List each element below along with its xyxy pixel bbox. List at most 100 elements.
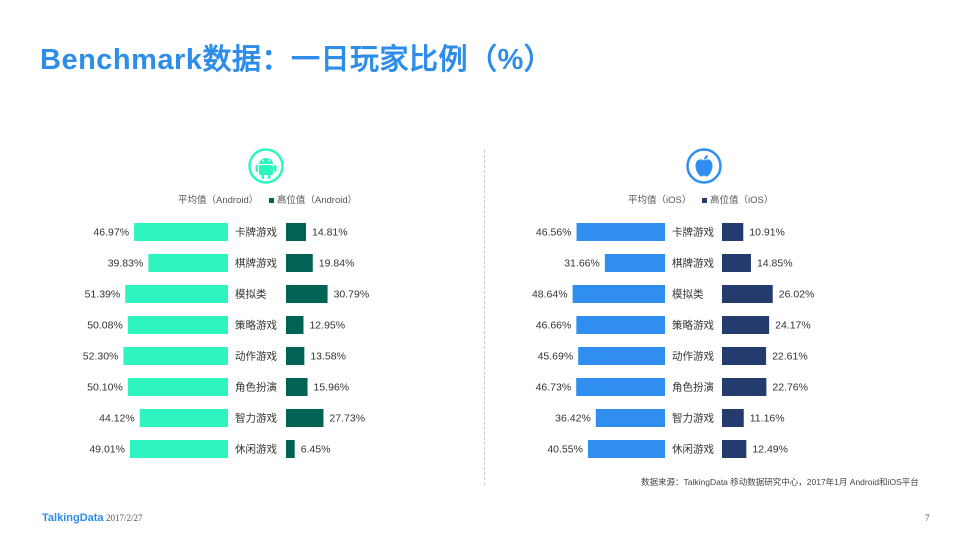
- bar-label-average: 52.30%: [83, 351, 119, 363]
- legend-swatch: [268, 197, 274, 203]
- bar-average: [127, 378, 228, 396]
- bar-average: [576, 378, 665, 396]
- legend-label: 高位值（Android）: [276, 195, 358, 206]
- bar-label-average: 46.73%: [536, 382, 572, 394]
- bar-high: [722, 347, 767, 365]
- bar-label-high: 10.91%: [749, 227, 785, 239]
- bar-average: [123, 347, 228, 365]
- panel-divider: [484, 150, 485, 485]
- bar-average: [134, 223, 228, 241]
- bar-high: [286, 409, 324, 427]
- bar-average: [576, 223, 665, 241]
- bar-average: [139, 409, 228, 427]
- bar-high: [286, 285, 328, 303]
- category-label: 卡牌游戏: [672, 226, 714, 239]
- legend-item-average: 平均值（iOS）: [628, 192, 691, 206]
- bar-label-average: 46.56%: [536, 227, 572, 239]
- bar-average: [576, 316, 665, 334]
- category-label: 休闲游戏: [235, 443, 277, 456]
- bar-high: [722, 223, 744, 241]
- ios-bar-chart: 46.56% 卡牌游戏 10.91% 31.66% 棋牌游戏 14.85% 48.64% 模拟…: [532, 223, 815, 458]
- legend-swatch: [701, 197, 707, 203]
- bar-average: [595, 409, 665, 427]
- bar-average: [127, 316, 228, 334]
- bar-average: [125, 285, 228, 303]
- bar-label-high: 6.45%: [301, 444, 331, 456]
- bar-label-high: 14.81%: [312, 227, 348, 239]
- bar-label-average: 49.01%: [89, 444, 125, 456]
- bar-label-high: 15.96%: [314, 382, 350, 394]
- category-label: 动作游戏: [672, 350, 714, 363]
- legend-item-high: 高位值（iOS）: [701, 192, 774, 206]
- bar-high: [286, 378, 308, 396]
- bar-label-average: 50.10%: [87, 382, 123, 394]
- bar-label-high: 27.73%: [329, 413, 365, 425]
- bar-label-high: 19.84%: [319, 258, 355, 270]
- category-label: 智力游戏: [235, 412, 277, 425]
- category-label: 休闲游戏: [672, 443, 714, 456]
- bar-label-high: 12.95%: [309, 320, 345, 332]
- footer-date: 2017/2/27: [106, 513, 143, 523]
- category-label: 棋牌游戏: [235, 257, 277, 270]
- bar-average: [148, 254, 228, 272]
- bar-label-high: 12.49%: [752, 444, 788, 456]
- bar-label-average: 46.97%: [93, 227, 129, 239]
- bar-label-average: 44.12%: [99, 413, 135, 425]
- bar-high: [722, 378, 767, 396]
- legend-item-average: 平均值（Android）: [178, 192, 258, 206]
- ios-panel: 平均值（iOS） 高位值（iOS） 46.56% 卡牌游戏 10.91% 31.66%…: [480, 140, 950, 480]
- bar-label-high: 14.85%: [757, 258, 793, 270]
- android-bar-chart: 46.97% 卡牌游戏 14.81% 39.83% 棋牌游戏 19.84% 51.39% 模拟…: [83, 223, 370, 458]
- bar-label-high: 30.79%: [334, 289, 370, 301]
- bar-label-average: 40.55%: [547, 444, 583, 456]
- bar-label-high: 22.76%: [772, 382, 808, 394]
- category-label: 模拟类: [672, 288, 704, 301]
- bar-high: [286, 254, 313, 272]
- category-label: 策略游戏: [672, 319, 714, 332]
- bar-average: [129, 440, 228, 458]
- category-label: 角色扮演: [235, 381, 277, 394]
- bar-label-average: 51.39%: [85, 289, 121, 301]
- legend-label: 平均值（Android）: [178, 195, 259, 206]
- bar-high: [722, 254, 751, 272]
- category-label: 模拟类: [235, 288, 267, 301]
- bar-average: [587, 440, 665, 458]
- category-label: 策略游戏: [235, 319, 277, 332]
- bar-label-high: 22.61%: [772, 351, 808, 363]
- category-label: 智力游戏: [672, 412, 714, 425]
- bar-label-average: 48.64%: [532, 289, 568, 301]
- bar-average: [572, 285, 665, 303]
- android-panel: 平均值（Android） 高位值（Android） 46.97% 卡牌游戏 14.8…: [10, 140, 480, 480]
- page-number: 7: [925, 513, 930, 523]
- bar-label-average: 39.83%: [108, 258, 144, 270]
- page-title: Benchmark数据：一日玩家比例（%）: [40, 44, 554, 76]
- bar-high: [722, 285, 773, 303]
- bar-high: [286, 316, 304, 334]
- bar-label-high: 26.02%: [779, 289, 815, 301]
- legend-label: 平均值（iOS）: [628, 195, 692, 206]
- bar-high: [286, 440, 295, 458]
- legend-label: 高位值（iOS）: [709, 195, 774, 206]
- category-label: 动作游戏: [235, 350, 277, 363]
- data-source-note: 数据来源：TalkingData 移动数据研究中心，2017年1月 Androi…: [641, 477, 919, 487]
- footer-logo: TalkingData: [42, 512, 104, 524]
- category-label: 棋牌游戏: [672, 257, 714, 270]
- bar-label-average: 45.69%: [538, 351, 574, 363]
- apple-icon: [686, 148, 722, 184]
- bar-high: [286, 223, 306, 241]
- bar-label-high: 24.17%: [775, 320, 811, 332]
- android-legend: 平均值（Android） 高位值（Android）: [178, 192, 365, 206]
- bar-high: [722, 316, 770, 334]
- bar-label-average: 31.66%: [564, 258, 600, 270]
- bar-label-average: 50.08%: [87, 320, 123, 332]
- android-icon: [248, 148, 284, 184]
- bar-label-average: 46.66%: [536, 320, 572, 332]
- bar-label-average: 36.42%: [555, 413, 591, 425]
- ios-legend: 平均值（iOS） 高位值（iOS）: [628, 192, 781, 206]
- bar-average: [578, 347, 665, 365]
- legend-item-high: 高位值（Android）: [268, 192, 358, 206]
- category-label: 角色扮演: [672, 381, 714, 394]
- bar-label-high: 11.16%: [750, 413, 785, 425]
- category-label: 卡牌游戏: [235, 226, 277, 239]
- bar-high: [722, 440, 747, 458]
